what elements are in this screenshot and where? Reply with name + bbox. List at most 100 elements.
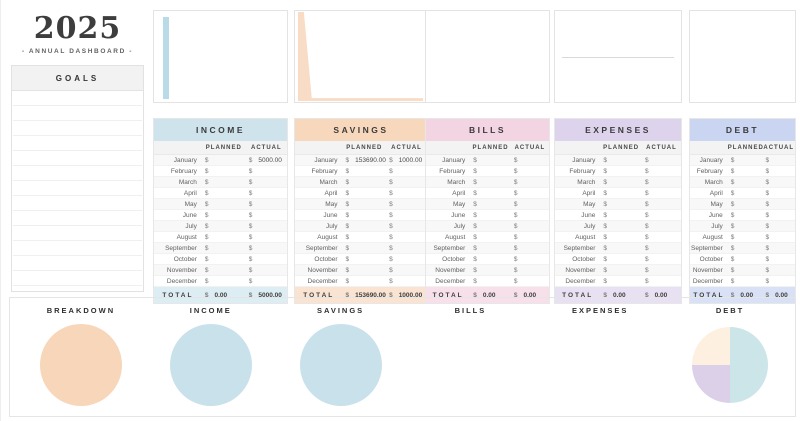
actual-cell[interactable]: $ xyxy=(246,267,287,274)
planned-cell[interactable]: $ xyxy=(202,190,246,197)
actual-cell[interactable]: $ xyxy=(511,190,549,197)
planned-cell[interactable]: $ xyxy=(728,190,763,197)
actual-cell[interactable]: $ xyxy=(511,223,549,230)
actual-cell[interactable]: $ xyxy=(386,234,427,241)
planned-cell[interactable]: $ xyxy=(728,234,763,241)
planned-cell[interactable]: $ xyxy=(728,212,763,219)
planned-cell[interactable]: $ xyxy=(600,179,642,186)
actual-cell[interactable]: $ 5000.00 xyxy=(246,157,287,164)
actual-cell[interactable]: $ xyxy=(762,190,795,197)
planned-cell[interactable]: $ xyxy=(470,212,511,219)
actual-cell[interactable]: $ xyxy=(762,267,795,274)
actual-cell[interactable]: $ xyxy=(246,256,287,263)
actual-cell[interactable]: $ xyxy=(762,256,795,263)
actual-cell[interactable]: $ xyxy=(642,245,681,252)
actual-cell[interactable]: $ xyxy=(642,267,681,274)
actual-cell[interactable]: $ xyxy=(246,179,287,186)
planned-cell[interactable]: $ xyxy=(470,157,511,164)
planned-cell[interactable]: $ xyxy=(202,278,246,285)
actual-cell[interactable]: $ xyxy=(386,201,427,208)
planned-cell[interactable]: $ xyxy=(728,223,763,230)
actual-cell[interactable]: $ xyxy=(246,201,287,208)
actual-cell[interactable]: $ xyxy=(511,168,549,175)
planned-cell[interactable]: $ xyxy=(728,179,763,186)
actual-cell[interactable]: $ xyxy=(642,278,681,285)
actual-cell[interactable]: $ xyxy=(386,256,427,263)
planned-cell[interactable]: $ 153690.00 xyxy=(343,157,387,164)
actual-cell[interactable]: $ xyxy=(511,201,549,208)
actual-cell[interactable]: $ xyxy=(642,179,681,186)
planned-cell[interactable]: $ xyxy=(343,168,387,175)
planned-cell[interactable]: $ xyxy=(600,223,642,230)
planned-cell[interactable]: $ xyxy=(600,278,642,285)
planned-cell[interactable]: $ xyxy=(470,190,511,197)
actual-cell[interactable]: $ xyxy=(386,223,427,230)
planned-cell[interactable]: $ xyxy=(343,212,387,219)
planned-cell[interactable]: $ xyxy=(600,267,642,274)
planned-cell[interactable]: $ xyxy=(343,179,387,186)
actual-cell[interactable]: $ xyxy=(762,223,795,230)
actual-cell[interactable]: $ xyxy=(762,157,795,164)
goals-notes-area[interactable] xyxy=(13,91,142,290)
actual-cell[interactable]: $ xyxy=(246,168,287,175)
planned-cell[interactable]: $ xyxy=(600,234,642,241)
actual-cell[interactable]: $ xyxy=(642,212,681,219)
planned-cell[interactable]: $ xyxy=(343,256,387,263)
actual-cell[interactable]: $ xyxy=(386,190,427,197)
actual-cell[interactable]: $ xyxy=(511,267,549,274)
planned-cell[interactable]: $ xyxy=(202,234,246,241)
actual-cell[interactable]: $ xyxy=(386,278,427,285)
actual-cell[interactable]: $ xyxy=(386,168,427,175)
planned-cell[interactable]: $ xyxy=(600,190,642,197)
actual-cell[interactable]: $ xyxy=(642,168,681,175)
planned-cell[interactable]: $ xyxy=(202,267,246,274)
actual-cell[interactable]: $ xyxy=(246,190,287,197)
actual-cell[interactable]: $ xyxy=(762,278,795,285)
actual-cell[interactable]: $ xyxy=(642,201,681,208)
actual-cell[interactable]: $ xyxy=(762,179,795,186)
actual-cell[interactable]: $ xyxy=(511,157,549,164)
planned-cell[interactable]: $ xyxy=(728,157,763,164)
actual-cell[interactable]: $ xyxy=(511,245,549,252)
planned-cell[interactable]: $ xyxy=(728,278,763,285)
planned-cell[interactable]: $ xyxy=(343,245,387,252)
actual-cell[interactable]: $ xyxy=(762,212,795,219)
planned-cell[interactable]: $ xyxy=(728,201,763,208)
planned-cell[interactable]: $ xyxy=(470,267,511,274)
actual-cell[interactable]: $ xyxy=(511,212,549,219)
actual-cell[interactable]: $ xyxy=(386,245,427,252)
planned-cell[interactable]: $ xyxy=(600,212,642,219)
actual-cell[interactable]: $ xyxy=(642,256,681,263)
planned-cell[interactable]: $ xyxy=(470,179,511,186)
actual-cell[interactable]: $ xyxy=(246,234,287,241)
planned-cell[interactable]: $ xyxy=(343,223,387,230)
actual-cell[interactable]: $ xyxy=(386,179,427,186)
planned-cell[interactable]: $ xyxy=(600,245,642,252)
actual-cell[interactable]: $ xyxy=(762,245,795,252)
planned-cell[interactable]: $ xyxy=(470,168,511,175)
actual-cell[interactable]: $ xyxy=(642,190,681,197)
planned-cell[interactable]: $ xyxy=(470,278,511,285)
actual-cell[interactable]: $ xyxy=(246,278,287,285)
actual-cell[interactable]: $ xyxy=(511,234,549,241)
planned-cell[interactable]: $ xyxy=(343,190,387,197)
planned-cell[interactable]: $ xyxy=(600,256,642,263)
planned-cell[interactable]: $ xyxy=(343,278,387,285)
actual-cell[interactable]: $ xyxy=(386,212,427,219)
planned-cell[interactable]: $ xyxy=(728,256,763,263)
planned-cell[interactable]: $ xyxy=(202,245,246,252)
actual-cell[interactable]: $ xyxy=(246,245,287,252)
actual-cell[interactable]: $ xyxy=(246,212,287,219)
actual-cell[interactable]: $ xyxy=(511,256,549,263)
planned-cell[interactable]: $ xyxy=(470,234,511,241)
planned-cell[interactable]: $ xyxy=(470,245,511,252)
actual-cell[interactable]: $ xyxy=(642,157,681,164)
planned-cell[interactable]: $ xyxy=(728,168,763,175)
planned-cell[interactable]: $ xyxy=(202,212,246,219)
planned-cell[interactable]: $ xyxy=(202,157,246,164)
planned-cell[interactable]: $ xyxy=(470,223,511,230)
actual-cell[interactable]: $ xyxy=(511,278,549,285)
planned-cell[interactable]: $ xyxy=(202,256,246,263)
planned-cell[interactable]: $ xyxy=(600,201,642,208)
actual-cell[interactable]: $ xyxy=(762,234,795,241)
